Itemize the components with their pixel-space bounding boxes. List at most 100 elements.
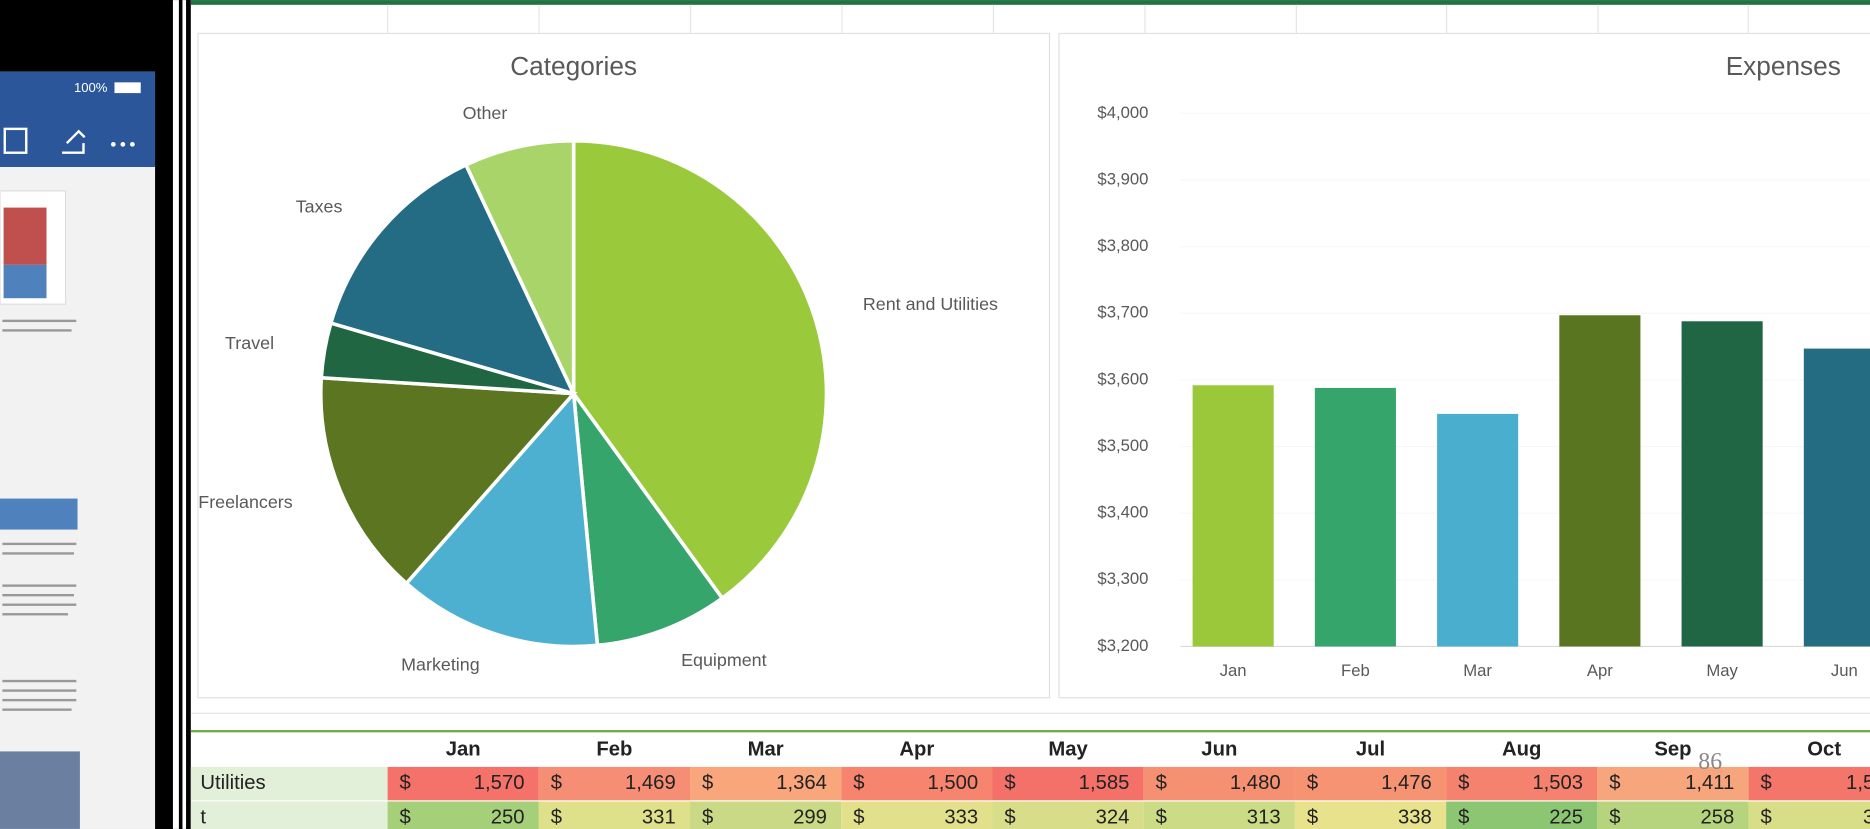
x-tick-label: Jan bbox=[1220, 661, 1247, 680]
reader-icon[interactable] bbox=[3, 127, 28, 154]
currency-sign: $ bbox=[1004, 807, 1015, 829]
sheet-grid bbox=[190, 4, 1870, 714]
doc-bar-red bbox=[3, 207, 47, 265]
row-label: t bbox=[200, 807, 206, 829]
watermark: 86 bbox=[1698, 749, 1722, 775]
cell bbox=[538, 801, 691, 829]
cell bbox=[1597, 801, 1749, 829]
cell-value: 1,59 bbox=[1846, 772, 1870, 794]
doc-text-lines bbox=[2, 319, 77, 711]
x-tick-label: Apr bbox=[1587, 661, 1613, 680]
currency-sign: $ bbox=[1609, 772, 1620, 794]
column-header: Jan bbox=[446, 739, 481, 761]
currency-sign: $ bbox=[400, 807, 411, 829]
currency-sign: $ bbox=[1004, 772, 1015, 794]
cell-value: 338 bbox=[1398, 807, 1432, 829]
currency-sign: $ bbox=[853, 772, 864, 794]
cell bbox=[1143, 766, 1295, 801]
pie-slice bbox=[463, 139, 576, 395]
cell bbox=[1748, 766, 1870, 801]
cell-value: 1,503 bbox=[1532, 772, 1583, 794]
cell bbox=[841, 766, 993, 801]
column-header: Apr bbox=[899, 739, 934, 761]
y-tick-label: $3,600 bbox=[1097, 369, 1148, 388]
cell-value: 313 bbox=[1247, 807, 1281, 829]
column-header: Feb bbox=[596, 739, 632, 761]
doc-photo bbox=[0, 751, 80, 829]
cell bbox=[690, 801, 842, 829]
row-label: Utilities bbox=[200, 772, 265, 794]
ribbon-edge bbox=[190, 0, 1870, 5]
doc-bar-blue bbox=[3, 264, 47, 299]
currency-sign: $ bbox=[1761, 807, 1772, 829]
currency-sign: $ bbox=[1156, 772, 1167, 794]
column-header: Jun bbox=[1201, 739, 1237, 761]
column-header: Aug bbox=[1502, 739, 1541, 761]
currency-sign: $ bbox=[1156, 807, 1167, 829]
divider bbox=[172, 0, 179, 829]
currency-sign: $ bbox=[1307, 807, 1318, 829]
pie-slice bbox=[571, 387, 725, 648]
doc-banner bbox=[0, 498, 78, 530]
bar bbox=[1803, 348, 1870, 647]
currency-sign: $ bbox=[1307, 772, 1318, 794]
currency-sign: $ bbox=[702, 772, 713, 794]
currency-sign: $ bbox=[702, 807, 713, 829]
row-label-cell bbox=[190, 766, 388, 801]
cell bbox=[690, 766, 842, 801]
pie-label: Equipment bbox=[681, 650, 766, 670]
pie-slice bbox=[403, 389, 600, 649]
cell bbox=[1143, 801, 1295, 829]
column-header: Oct bbox=[1807, 739, 1841, 761]
battery-icon bbox=[114, 82, 141, 94]
cell bbox=[841, 801, 993, 829]
row-label-cell bbox=[190, 801, 388, 829]
y-tick-label: $4,000 bbox=[1097, 103, 1148, 122]
pie-slice bbox=[328, 162, 577, 397]
y-tick-label: $3,500 bbox=[1097, 436, 1148, 455]
pie-label: Freelancers bbox=[198, 492, 292, 512]
cell-value: 258 bbox=[1700, 807, 1734, 829]
cell bbox=[1294, 801, 1447, 829]
y-tick-label: $3,200 bbox=[1097, 636, 1148, 655]
more-icon[interactable] bbox=[110, 141, 116, 147]
cell-value: 250 bbox=[491, 807, 525, 829]
cell-value: 299 bbox=[793, 807, 827, 829]
cell-value: 1,476 bbox=[1381, 772, 1432, 794]
cell bbox=[1748, 801, 1870, 829]
x-tick-label: Jun bbox=[1831, 661, 1858, 680]
column-header: Mar bbox=[748, 739, 784, 761]
currency-sign: $ bbox=[1609, 807, 1620, 829]
y-tick-label: $3,700 bbox=[1097, 303, 1148, 322]
pie-label: Marketing bbox=[401, 655, 479, 675]
y-tick-label: $3,800 bbox=[1097, 236, 1148, 255]
pie-title: Categories bbox=[510, 51, 637, 81]
more-icon bbox=[129, 141, 135, 147]
cell-value: 324 bbox=[1096, 807, 1130, 829]
cell bbox=[538, 766, 691, 801]
currency-sign: $ bbox=[1458, 807, 1469, 829]
y-tick-label: $3,400 bbox=[1097, 503, 1148, 522]
cell bbox=[1446, 766, 1598, 801]
cell-value: 225 bbox=[1549, 807, 1583, 829]
cell bbox=[387, 801, 539, 829]
status-battery: 100% bbox=[74, 80, 108, 95]
bar-title: Expenses bbox=[1726, 51, 1841, 81]
cell-value: 1,469 bbox=[625, 772, 676, 794]
cell-value: 1,364 bbox=[776, 772, 827, 794]
cell-value: 331 bbox=[642, 807, 676, 829]
bar bbox=[1314, 387, 1396, 647]
x-tick-label: May bbox=[1706, 661, 1738, 680]
cell bbox=[1294, 766, 1447, 801]
x-tick-label: Feb bbox=[1341, 661, 1370, 680]
cell bbox=[992, 766, 1144, 801]
x-tick-label: Mar bbox=[1463, 661, 1492, 680]
bar bbox=[1437, 413, 1519, 647]
column-header: Sep bbox=[1654, 739, 1691, 761]
cell-value: 1,480 bbox=[1230, 772, 1281, 794]
share-icon[interactable] bbox=[62, 129, 86, 154]
currency-sign: $ bbox=[853, 807, 864, 829]
cell bbox=[1597, 766, 1749, 801]
